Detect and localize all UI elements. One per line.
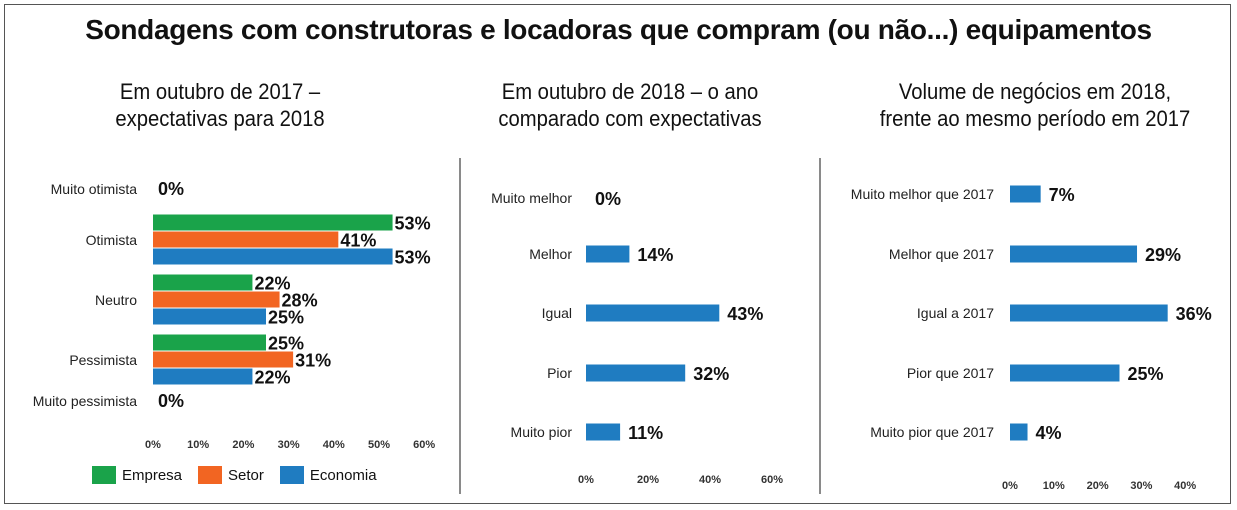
x-tick-60: 60% <box>413 439 435 451</box>
bar-pessimista-economia <box>153 368 253 385</box>
category-label-neutro: Neutro <box>95 292 137 308</box>
bar-igual-a-2017 <box>1010 304 1168 322</box>
chart-3-title-line-1: Volume de negócios em 2018, <box>898 79 1172 104</box>
x-tick-30: 30% <box>278 439 300 451</box>
value-label-pessimista-economia: 22% <box>254 368 290 388</box>
bar-pessimista-empresa <box>153 334 266 351</box>
chart-1-title-line-1: Em outubro de 2017 – <box>119 79 321 104</box>
bar-melhor-que-2017 <box>1010 245 1138 263</box>
bar-muito-melhor-que-2017 <box>1010 185 1041 203</box>
value-label-pior: 32% <box>693 364 729 384</box>
chart-3-title-line-2: frente ao mesmo período em 2017 <box>879 106 1191 131</box>
bar-otimista-setor <box>153 231 339 248</box>
bar-otimista-empresa <box>153 214 393 231</box>
value-label-muito-pior-que-2017: 4% <box>1036 423 1062 443</box>
x-tick-40: 40% <box>323 439 345 451</box>
x-tick-40: 40% <box>1174 480 1196 492</box>
category-label-muito-otimista: Muito otimista <box>51 181 138 197</box>
x-tick-20: 20% <box>1087 480 1109 492</box>
chart-2-title-line-1: Em outubro de 2018 – o ano <box>501 79 759 104</box>
value-label-neutro-empresa: 22% <box>254 274 290 294</box>
bar-otimista-economia <box>153 248 393 265</box>
category-label-muito-melhor: Muito melhor <box>491 190 572 206</box>
bar-pessimista-setor <box>153 351 294 368</box>
value-label-melhor: 14% <box>637 245 673 265</box>
category-label-pior: Pior <box>547 365 572 381</box>
x-tick-40: 40% <box>699 474 721 486</box>
page-title: Sondagens com construtoras e locadoras q… <box>85 14 1152 45</box>
bar-neutro-empresa <box>153 274 253 291</box>
x-tick-20: 20% <box>637 474 659 486</box>
value-label-otimista-economia: 53% <box>395 248 431 268</box>
legend-item-economia: Economia <box>279 466 377 484</box>
chart-1-title-line-2: expectativas para 2018 <box>115 106 325 131</box>
bar-pior <box>586 364 686 382</box>
value-label-neutro-economia: 25% <box>268 308 304 328</box>
category-label-pessimista: Pessimista <box>69 352 137 368</box>
chart-2-title: Em outubro de 2018 – o ano comparado com… <box>455 78 805 132</box>
bar-pior-que-2017 <box>1010 364 1120 382</box>
value-label-pessimista-empresa: 25% <box>268 334 304 354</box>
bar-melhor <box>586 245 630 263</box>
x-tick-30: 30% <box>1130 480 1152 492</box>
x-tick-50: 50% <box>368 439 390 451</box>
chart-3-title: Volume de negócios em 2018, frente ao me… <box>851 78 1219 132</box>
category-label-melhor-que-2017: Melhor que 2017 <box>889 246 994 262</box>
bar-muito-pior-que-2017 <box>1010 423 1028 441</box>
legend-swatch-empresa <box>92 466 116 484</box>
legend-item-empresa: Empresa <box>92 466 182 484</box>
value-label-muito-melhor: 0% <box>595 189 621 209</box>
panel-divider-1 <box>459 158 461 494</box>
x-tick-10: 10% <box>187 439 209 451</box>
bar-muito-pior <box>586 423 621 441</box>
value-label-otimista-empresa: 53% <box>395 214 431 234</box>
category-label-igual: Igual <box>542 305 572 321</box>
panel-divider-2 <box>819 158 821 494</box>
legend-label-economia: Economia <box>309 466 377 484</box>
category-label-melhor: Melhor <box>529 246 572 262</box>
category-label-muito-pessimista: Muito pessimista <box>33 393 137 409</box>
x-tick-10: 10% <box>1043 480 1065 492</box>
legend-item-setor: Setor <box>198 466 264 484</box>
value-label-igual: 43% <box>727 304 763 324</box>
value-label-muito-pior: 11% <box>628 423 663 443</box>
category-label-muito-melhor-que-2017: Muito melhor que 2017 <box>851 186 994 202</box>
value-label-igual-a-2017: 36% <box>1176 304 1212 324</box>
x-tick-0: 0% <box>578 474 594 486</box>
value-label-muito-pessimista: 0% <box>158 391 184 411</box>
value-label-muito-otimista: 0% <box>158 179 184 199</box>
x-tick-60: 60% <box>761 474 783 486</box>
legend-swatch-setor <box>198 466 223 484</box>
value-label-pior-que-2017: 25% <box>1128 364 1164 384</box>
value-label-muito-melhor-que-2017: 7% <box>1049 185 1075 205</box>
legend-label-empresa: Empresa <box>122 466 183 484</box>
value-label-neutro-setor: 28% <box>282 291 318 311</box>
value-label-pessimista-setor: 31% <box>295 351 331 371</box>
value-label-melhor-que-2017: 29% <box>1145 245 1181 265</box>
legend-label-setor: Setor <box>228 466 264 484</box>
x-tick-0: 0% <box>1002 480 1018 492</box>
chart-1-legend: Empresa Setor Economia <box>92 466 377 484</box>
chart-2-title-line-2: comparado com expectativas <box>498 106 762 131</box>
category-label-muito-pior-que-2017: Muito pior que 2017 <box>870 424 994 440</box>
category-label-pior-que-2017: Pior que 2017 <box>907 365 994 381</box>
x-tick-0: 0% <box>145 439 161 451</box>
value-label-otimista-setor: 41% <box>340 231 376 251</box>
category-label-otimista: Otimista <box>86 232 138 248</box>
legend-swatch-economia <box>279 466 304 484</box>
category-label-muito-pior: Muito pior <box>511 424 573 440</box>
chart-1-title: Em outubro de 2017 – expectativas para 2… <box>45 78 395 132</box>
bar-neutro-setor <box>153 291 280 308</box>
bar-igual <box>586 304 720 322</box>
bar-neutro-economia <box>153 308 266 325</box>
category-label-igual-a-2017: Igual a 2017 <box>917 305 994 321</box>
x-tick-20: 20% <box>232 439 254 451</box>
